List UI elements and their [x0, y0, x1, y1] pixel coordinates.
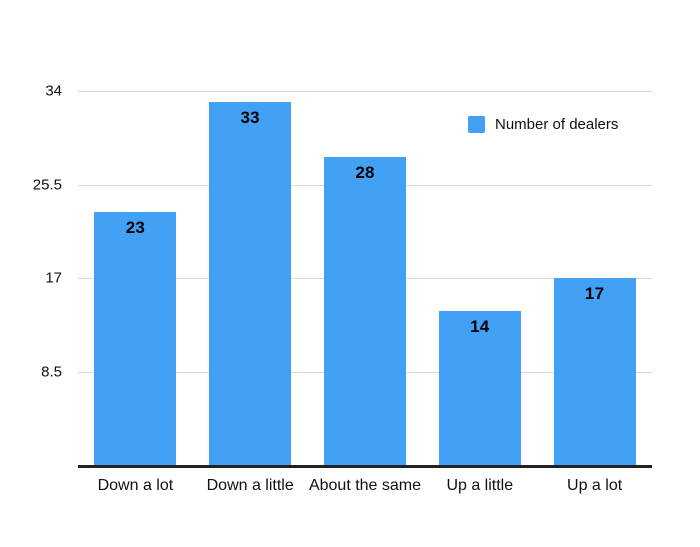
bar-value-label: 28 [355, 163, 375, 182]
x-axis-label: Up a little [446, 477, 514, 494]
bar-value-label: 17 [584, 284, 605, 303]
x-axis-label: About the same [308, 477, 422, 494]
y-tick-label: 8.5 [41, 363, 62, 380]
x-axis-label: Down a lot [97, 477, 174, 494]
y-axis: 8.5 17 25.5 34 [0, 83, 62, 465]
bar-value-label: 14 [470, 317, 490, 336]
bar-slot: 14 [422, 91, 537, 465]
bars-container: 23 33 28 14 17 [78, 91, 652, 465]
bar-slot: 17 [537, 91, 652, 465]
bar-slot: 33 [193, 91, 308, 465]
bar-down-a-little[interactable]: 33 [209, 102, 292, 465]
legend[interactable]: Number of dealers [468, 116, 618, 133]
legend-label: Number of dealers [495, 116, 619, 133]
bar-about-the-same[interactable]: 28 [323, 157, 406, 465]
bar-up-a-little[interactable]: 14 [438, 311, 521, 465]
x-axis-labels: Down a lot Down a little About the same Up … [78, 477, 652, 495]
gridline [78, 91, 652, 92]
x-axis-label: Up a lot [567, 477, 623, 494]
bar-up-a-lot[interactable]: 17 [553, 278, 636, 465]
y-tick-label: 25.5 [32, 176, 62, 193]
legend-swatch-icon [468, 116, 485, 133]
bar-value-label: 23 [125, 218, 146, 237]
x-axis-label: Down a little [206, 477, 294, 494]
y-tick-label: 17 [45, 269, 62, 287]
plot-area: 23 33 28 14 17 [78, 91, 652, 468]
bar-value-label: 33 [240, 108, 260, 127]
bar-slot: 28 [308, 91, 423, 465]
bar-slot: 23 [78, 91, 193, 465]
bar-down-a-lot[interactable]: 23 [94, 212, 177, 465]
y-tick-label: 34 [45, 82, 62, 100]
